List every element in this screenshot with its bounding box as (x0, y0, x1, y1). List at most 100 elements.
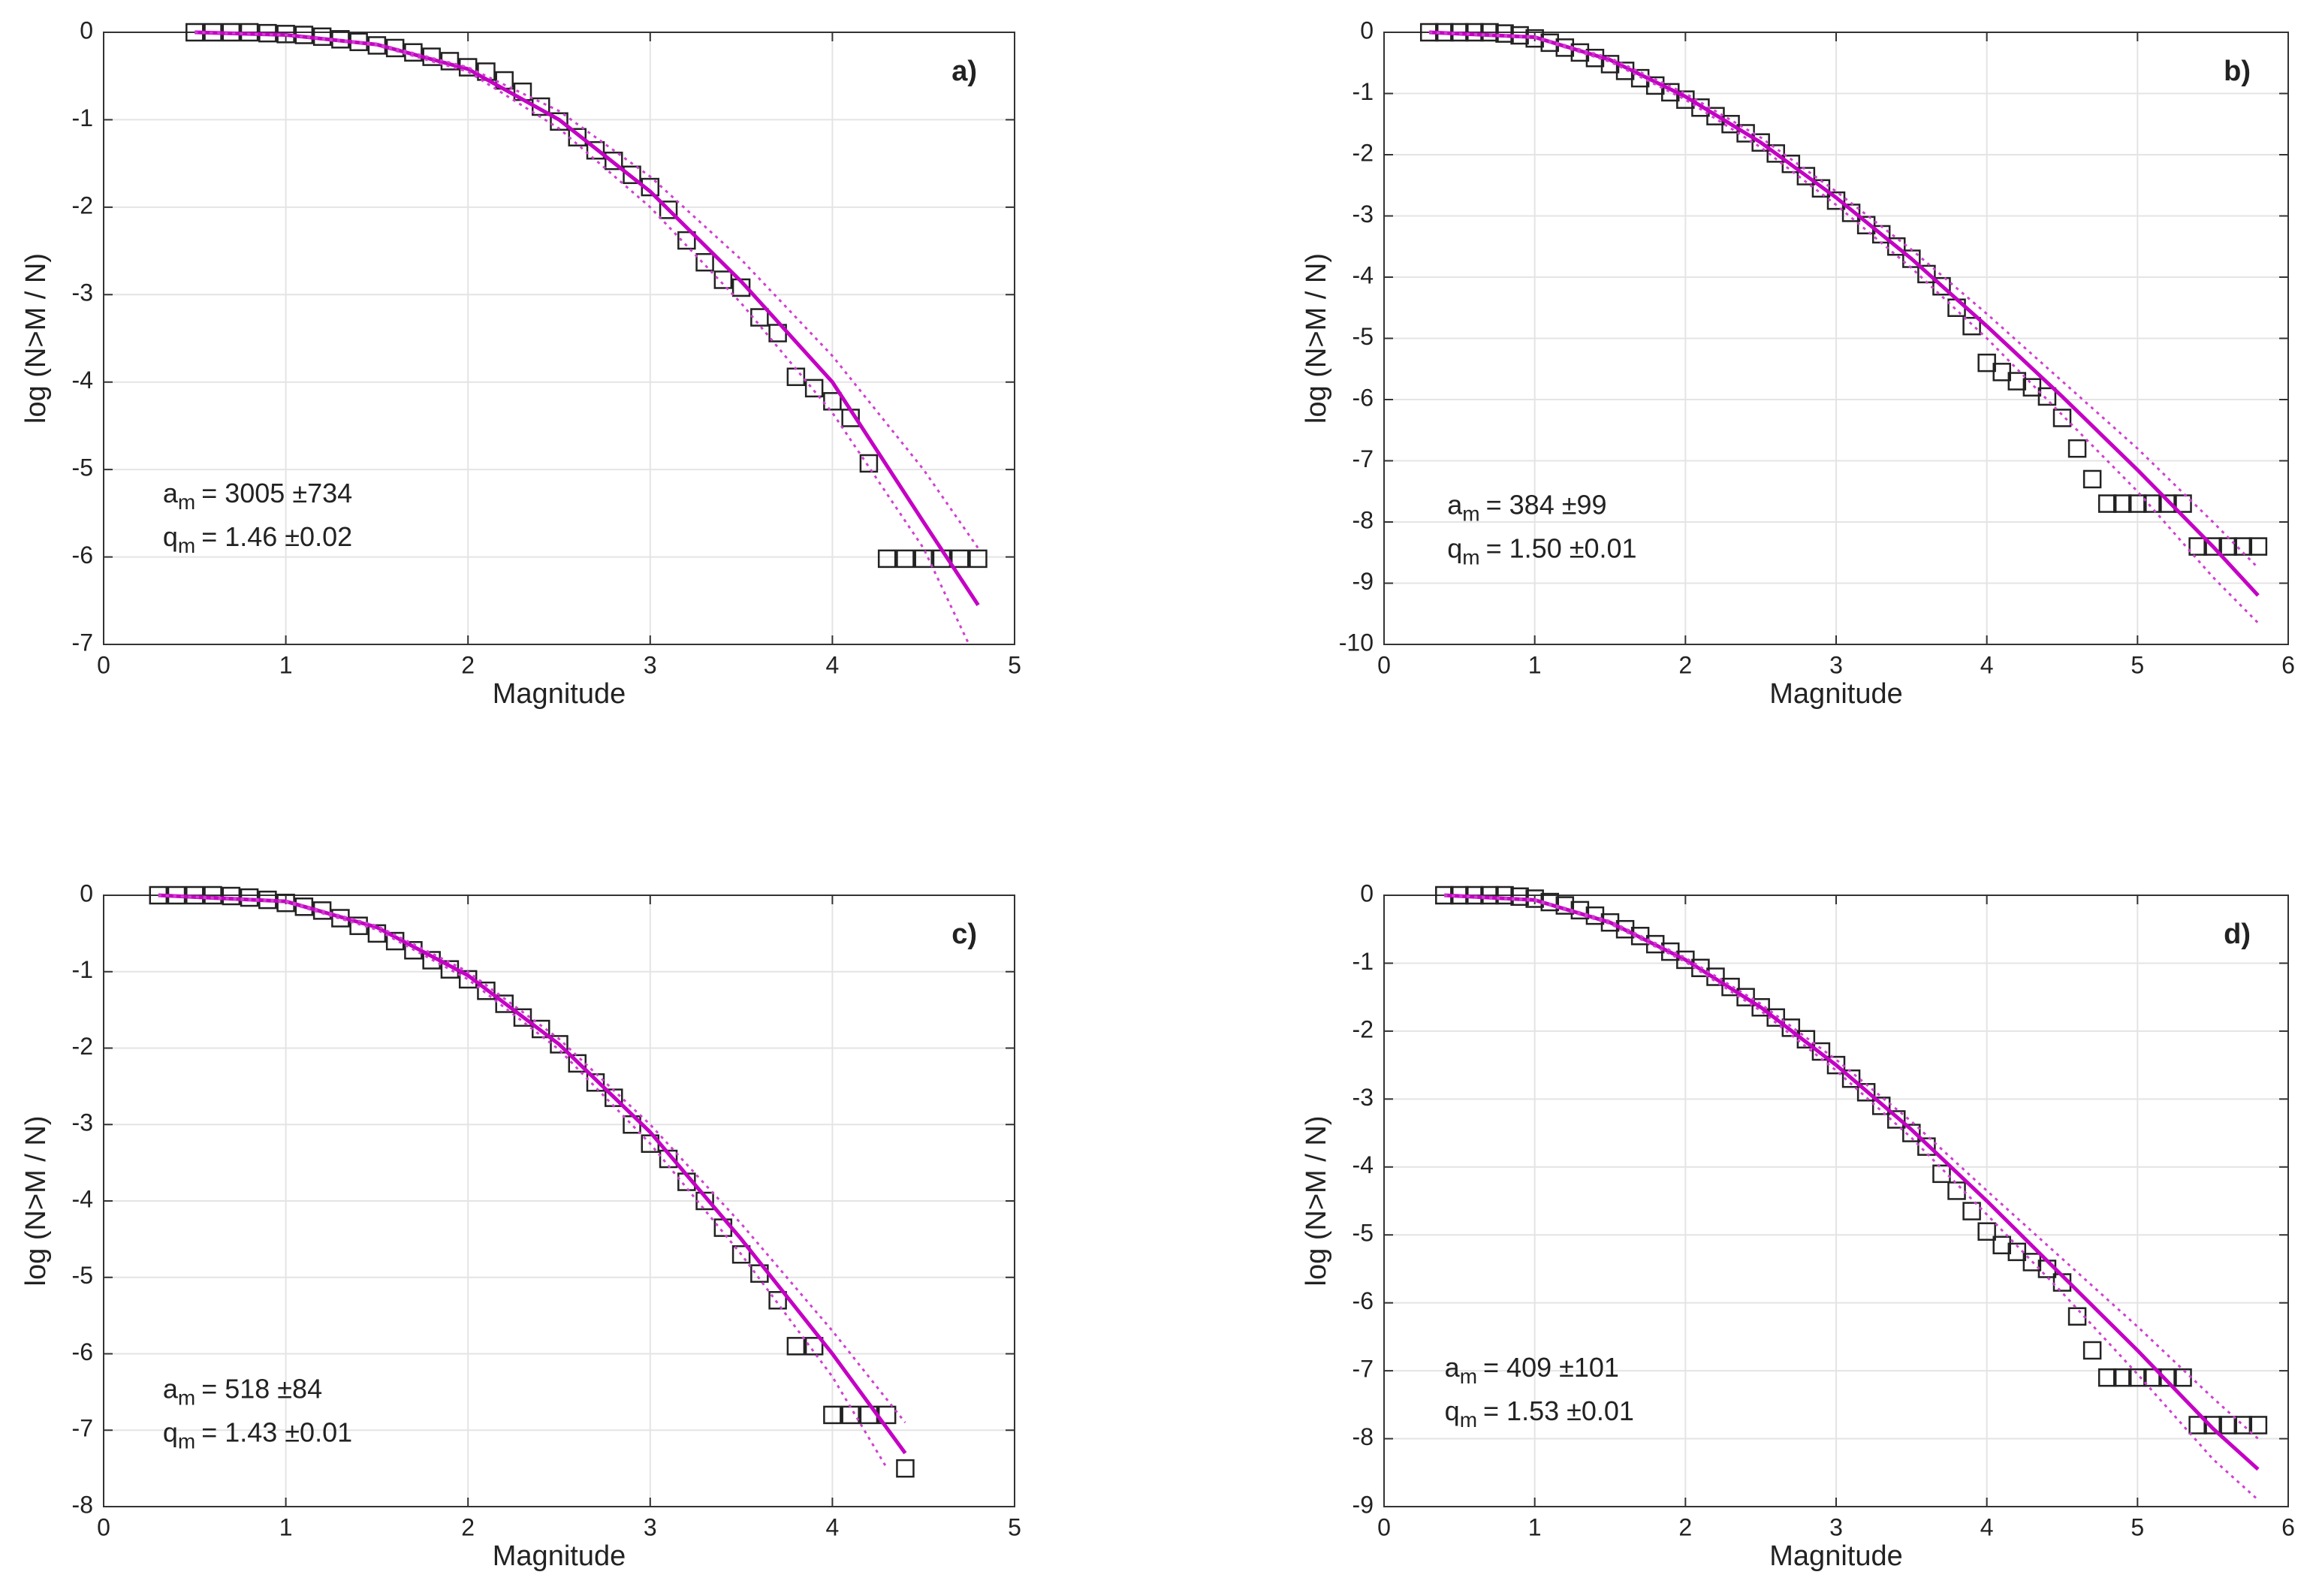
panel-label: b) (2224, 56, 2251, 87)
y-tick-label: -3 (72, 279, 93, 306)
data-point (1781, 1018, 1801, 1037)
y-axis-label: log (N>M / N) (20, 1116, 52, 1287)
data-point (1871, 1097, 1891, 1115)
confidence-line (195, 31, 970, 645)
data-point (1615, 919, 1635, 939)
data-point (2158, 1368, 2177, 1387)
annotation-text: = 384 ±99 (1486, 489, 1607, 520)
data-point (2097, 1368, 2117, 1387)
x-tick-label: 4 (826, 1513, 840, 1540)
confidence-line (1444, 894, 2259, 1501)
fit-line (195, 30, 980, 606)
annotation: am = 3005 ±734 (163, 478, 352, 514)
annotation-symbol: a (163, 478, 179, 508)
x-axis-label: Magnitude (493, 1540, 626, 1572)
annotation-symbol: a (1445, 1351, 1461, 1382)
data-point (841, 1405, 860, 1425)
annotation: qm = 1.46 ±0.02 (163, 521, 352, 558)
annotation-text: = 1.43 ±0.01 (201, 1416, 352, 1447)
x-tick-label: 5 (2131, 1513, 2144, 1540)
data-point (477, 981, 496, 1000)
annotation-text: = 518 ±84 (201, 1373, 322, 1404)
x-tick-label: 3 (1829, 1513, 1843, 1540)
data-point (1796, 167, 1816, 186)
x-tick-label: 4 (1980, 651, 1994, 678)
data-point (1751, 133, 1770, 152)
data-point (2218, 1416, 2237, 1435)
data-point (2007, 372, 2027, 391)
data-point (623, 165, 641, 185)
y-tick-label: -1 (1353, 948, 1374, 975)
data-point (713, 270, 733, 289)
panel: 0 1 2 3 4 5 0 -1 -2 -3 -4 -5 -6 -7 -8 Magnitude log (N>M… (20, 879, 1021, 1572)
y-tick-label: -2 (72, 192, 93, 219)
x-tick-label: 1 (279, 1513, 293, 1540)
data-point (2022, 1253, 2042, 1272)
annotation-text: = 3005 ±734 (201, 478, 352, 508)
data-point (768, 1291, 787, 1310)
panel: 0 1 2 3 4 5 6 0 -1 -2 -3 -4 -5 -6 -7 -8 -9 Magnitude log (… (1301, 879, 2295, 1572)
data-point (1917, 1137, 1936, 1156)
data-point (222, 886, 241, 906)
y-tick-label: -3 (1353, 201, 1374, 228)
data-point (914, 549, 933, 569)
confidence-line (1429, 31, 2259, 624)
y-tick-label: 0 (80, 17, 93, 44)
panel-label: c) (951, 919, 977, 950)
plot-frame (103, 895, 1015, 1507)
data-point (495, 994, 514, 1013)
plot-frame (1383, 895, 2289, 1507)
data-point (1495, 885, 1514, 905)
x-tick-label: 0 (97, 1513, 110, 1540)
data-point (804, 1337, 824, 1356)
data-point (2128, 1368, 2147, 1387)
data-point (2113, 494, 2132, 513)
panel-label: d) (2224, 919, 2251, 950)
annotation-subscript: m (178, 1430, 195, 1453)
y-tick-label: 0 (1360, 879, 1374, 907)
data-point (1932, 1164, 1951, 1184)
y-axis-label: log (N>M / N) (1301, 253, 1332, 424)
annotation-subscript: m (178, 1386, 195, 1410)
x-tick-label: 5 (2131, 651, 2144, 678)
data-point (2143, 1368, 2162, 1387)
y-tick-label: -7 (1353, 1356, 1374, 1383)
confidence-line (158, 894, 888, 1469)
x-tick-label: 6 (2281, 1513, 2295, 1540)
data-point (1992, 1235, 2011, 1255)
data-point (1600, 913, 1620, 932)
y-tick-label: -3 (72, 1109, 93, 1136)
x-axis-label: Magnitude (493, 678, 626, 710)
x-tick-label: 6 (2281, 651, 2295, 678)
annotation: am = 518 ±84 (163, 1373, 322, 1410)
x-tick-label: 1 (1528, 1513, 1542, 1540)
x-tick-label: 2 (1678, 1513, 1692, 1540)
annotation-text: = 1.50 ±0.01 (1486, 533, 1637, 563)
y-tick-label: -4 (72, 1185, 93, 1212)
data-point (586, 1073, 605, 1092)
data-point (1510, 887, 1529, 907)
data-point (2052, 409, 2072, 427)
x-tick-label: 3 (644, 651, 657, 678)
y-axis-label: log (N>M / N) (1301, 1116, 1332, 1287)
data-point (586, 140, 605, 160)
y-tick-label: -6 (1353, 384, 1374, 411)
x-tick-label: 2 (461, 651, 475, 678)
annotation-symbol: q (163, 521, 178, 552)
data-point (896, 1459, 915, 1478)
data-point (550, 1035, 568, 1054)
data-point (2143, 494, 2162, 513)
data-point (2248, 1416, 2268, 1435)
data-point (2082, 1341, 2102, 1360)
y-tick-label: -10 (1339, 629, 1374, 656)
data-point (2248, 537, 2268, 556)
y-tick-label: -8 (1353, 1423, 1374, 1450)
data-point (1887, 237, 1906, 256)
fit-line (1444, 893, 2260, 1471)
x-axis-label: Magnitude (1769, 678, 1902, 710)
y-tick-label: -7 (1353, 445, 1374, 472)
data-point (677, 231, 696, 250)
x-tick-label: 4 (826, 651, 840, 678)
annotation-symbol: q (1445, 1395, 1460, 1426)
y-tick-label: -2 (1353, 139, 1374, 166)
